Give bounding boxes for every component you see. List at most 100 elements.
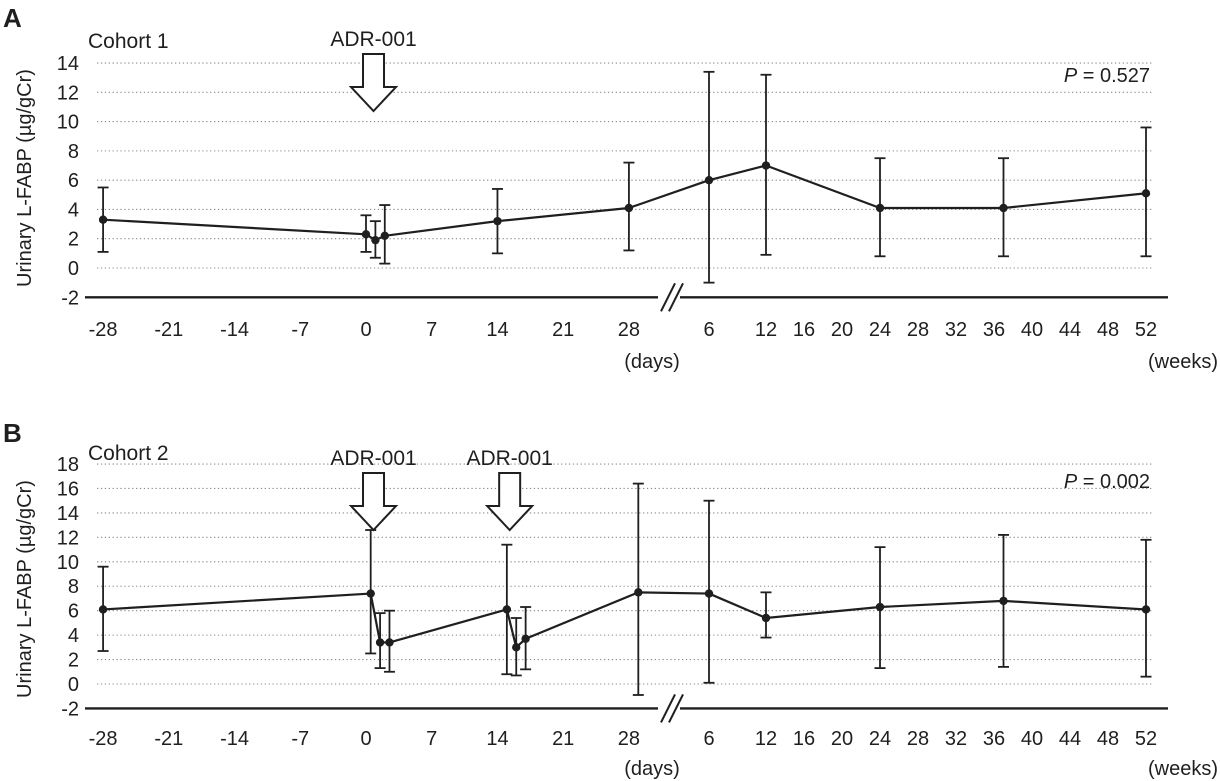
panel-a-y-axis-title: Urinary L-FABP (µg/gCr): [14, 69, 36, 287]
x-tick-label-weeks: 44: [1059, 319, 1081, 341]
y-tick-label: 16: [57, 478, 79, 500]
x-tick-label-days: 28: [618, 319, 640, 341]
x-tick-label-weeks: 16: [793, 319, 815, 341]
data-point-marker: [761, 613, 771, 623]
panel-a-p-number: = 0.527: [1077, 65, 1150, 87]
x-tick-label-weeks: 32: [945, 728, 967, 750]
data-point-marker: [624, 203, 634, 213]
data-line: [103, 591, 1147, 649]
data-point-marker: [875, 203, 885, 213]
panel-a-weeks-unit-label: (weeks): [1148, 351, 1218, 373]
x-tick-label-weeks: 24: [869, 728, 891, 750]
y-tick-label: 10: [57, 112, 79, 134]
adr-down-arrow-icon: [348, 472, 399, 532]
x-tick-label-weeks: 52: [1135, 319, 1157, 341]
x-tick-label-days: -7: [291, 319, 309, 341]
y-tick-label: -2: [61, 287, 79, 309]
panel-b-letter: B: [3, 418, 22, 448]
y-tick-label: 18: [57, 454, 79, 476]
data-point-marker: [512, 643, 521, 652]
x-tick-label-days: 28: [618, 728, 640, 750]
axis-break-slash: [660, 693, 676, 723]
y-tick-label: 2: [68, 229, 79, 251]
y-tick-label: -2: [61, 698, 79, 720]
x-tick-label-weeks: 6: [703, 728, 714, 750]
x-tick-label-weeks: 12: [755, 728, 777, 750]
x-tick-label-days: -14: [220, 319, 249, 341]
x-tick-label-weeks: 24: [869, 319, 891, 341]
x-tick-label-weeks: 44: [1059, 728, 1081, 750]
x-tick-label-days: 14: [486, 319, 508, 341]
panel-a-letter: A: [3, 3, 22, 33]
axis-break-slash: [660, 282, 676, 312]
data-point-marker: [634, 588, 643, 597]
adr-annotation-label: ADR-001: [330, 28, 416, 51]
data-point-marker: [493, 216, 502, 226]
data-point-marker: [999, 596, 1008, 606]
data-point-marker: [704, 175, 714, 185]
x-tick-label-weeks: 20: [831, 728, 853, 750]
x-tick-label-days: -28: [89, 319, 118, 341]
x-tick-label-days: 14: [486, 728, 508, 750]
panel-a-title: Cohort 1: [88, 30, 169, 53]
y-tick-label: 4: [68, 199, 79, 221]
panel-b-p-number: = 0.002: [1077, 471, 1150, 493]
data-point-marker: [875, 602, 885, 612]
x-tick-label-weeks: 6: [703, 319, 714, 341]
y-tick-label: 2: [68, 650, 79, 672]
data-point-marker: [371, 235, 380, 245]
x-tick-label-days: -21: [154, 728, 183, 750]
x-tick-label-weeks: 48: [1097, 319, 1119, 341]
panel-a-p-value: P = 0.527: [1064, 65, 1150, 87]
y-tick-label: 4: [68, 625, 79, 647]
data-point-marker: [761, 161, 771, 170]
y-tick-label: 8: [68, 141, 79, 163]
data-point-marker: [98, 605, 108, 614]
x-tick-label-days: 21: [552, 728, 574, 750]
x-tick-label-weeks: 16: [793, 728, 815, 750]
panel-a-days-unit-label: (days): [624, 351, 680, 373]
x-tick-label-days: 21: [552, 319, 574, 341]
data-point-marker: [1141, 605, 1151, 614]
data-point-marker: [521, 634, 530, 643]
y-tick-label: 0: [68, 258, 79, 280]
y-tick-label: 10: [57, 552, 79, 574]
panel-b-p-symbol: P: [1064, 471, 1078, 493]
x-tick-label-weeks: 40: [1021, 319, 1043, 341]
data-point-marker: [999, 203, 1008, 213]
x-tick-label-weeks: 36: [983, 319, 1005, 341]
x-tick-label-days: -7: [291, 728, 309, 750]
y-tick-label: 0: [68, 674, 79, 696]
data-point-marker: [361, 230, 371, 239]
y-tick-label: 14: [57, 53, 79, 75]
y-tick-label: 12: [57, 527, 79, 549]
adr-annotation-label: ADR-001: [466, 447, 552, 470]
y-tick-label: 6: [68, 170, 79, 192]
x-tick-label-weeks: 48: [1097, 728, 1119, 750]
y-tick-label: 8: [68, 576, 79, 598]
x-tick-label-weeks: 20: [831, 319, 853, 341]
data-line: [103, 164, 1147, 242]
data-point-marker: [1141, 189, 1151, 198]
data-point-marker: [98, 215, 108, 224]
data-point-marker: [502, 605, 512, 614]
x-tick-label-weeks: 32: [945, 319, 967, 341]
adr-down-arrow-icon: [484, 472, 535, 532]
x-tick-label-weeks: 12: [755, 319, 777, 341]
data-point-marker: [375, 638, 385, 647]
data-point-marker: [366, 589, 375, 598]
panel-b-y-axis-title: Urinary L-FABP (µg/gCr): [14, 480, 36, 698]
axis-break-slash: [668, 282, 684, 312]
panel-b-title: Cohort 2: [88, 442, 169, 465]
x-tick-label-days: 0: [360, 728, 371, 750]
y-tick-label: 6: [68, 601, 79, 623]
panel-b-p-value: P = 0.002: [1064, 471, 1150, 493]
x-tick-label-days: -28: [89, 728, 118, 750]
y-tick-label: 12: [57, 82, 79, 104]
x-tick-label-weeks: 40: [1021, 728, 1043, 750]
